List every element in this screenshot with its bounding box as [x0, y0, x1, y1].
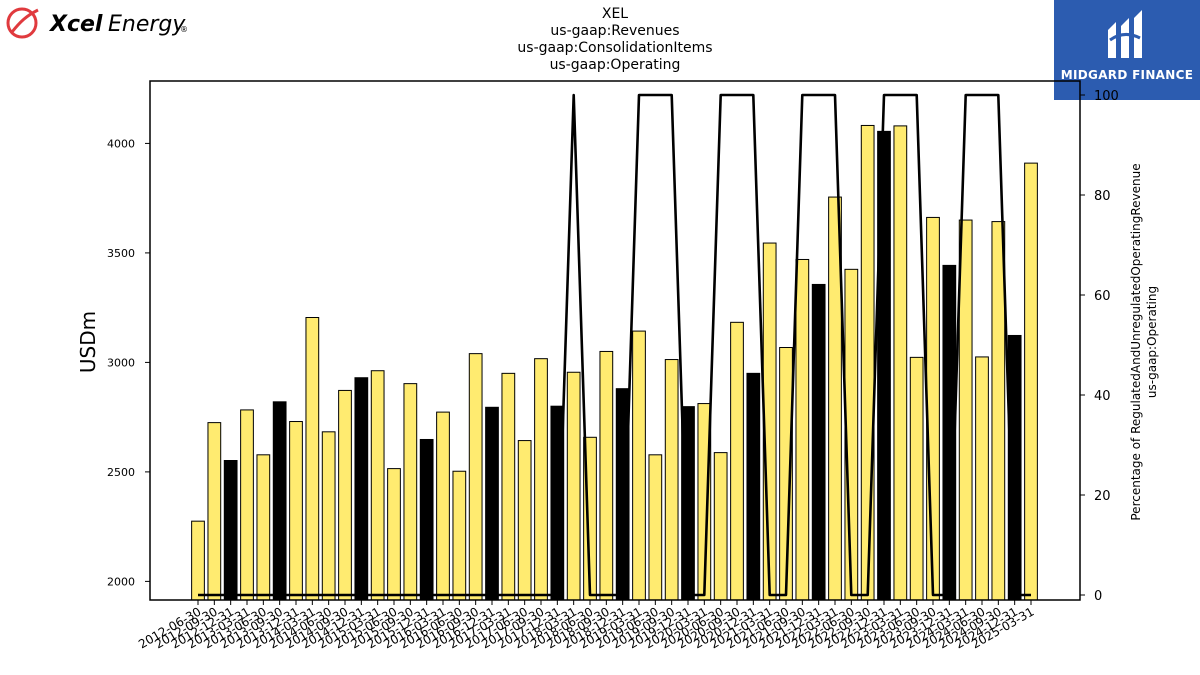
bar-2019-06-30 [648, 454, 663, 601]
bar-2014-03-31 [305, 317, 320, 601]
bar-2018-03-31 [566, 371, 581, 601]
bar-2017-06-30 [517, 440, 532, 601]
chart-title-line-1: XEL [601, 6, 629, 22]
bar-2015-06-30 [387, 468, 401, 601]
bar-2012-06-30 [191, 520, 205, 601]
y2-tick-label-0: 0 [1094, 589, 1102, 604]
bar-2017-09-30 [534, 358, 548, 601]
bar-2013-03-31 [240, 409, 254, 601]
y-axis-left: 2000 2500 3000 3500 4000 [107, 137, 150, 588]
bar-2024-09-30 [991, 221, 1006, 601]
xcel-swirl-stroke [10, 8, 39, 33]
midgard-bar-right [1134, 10, 1142, 58]
bar-2017-03-31 [501, 372, 516, 601]
chart-title-line-2: us-gaap:Revenues [550, 23, 680, 39]
bar-2024-06-30 [975, 356, 989, 601]
y2-tick-label-40: 40 [1094, 389, 1111, 404]
bar-2023-03-31 [893, 125, 908, 601]
bar-2016-03-31 [436, 411, 450, 601]
chart-title-line-3: us-gaap:ConsolidationItems [517, 40, 713, 56]
bar-2019-03-31 [632, 330, 646, 601]
y-axis-right: 0 20 40 60 80 100 [1080, 89, 1119, 604]
xcel-energy-logo: Xcel Energy ® [4, 4, 194, 42]
bar-2015-12-31 [419, 438, 434, 601]
bar-2021-09-30 [795, 258, 810, 601]
xcel-logo-mark: Xcel Energy ® [6, 7, 188, 39]
bar-2014-06-30 [321, 431, 336, 601]
y-tick-label-3000: 3000 [107, 356, 135, 369]
midgard-bar-mid [1121, 18, 1129, 58]
bar-2015-09-30 [403, 383, 418, 601]
bar-2018-09-30 [599, 350, 614, 601]
y-tick-label-2500: 2500 [107, 466, 135, 479]
bar-2013-09-30 [272, 401, 287, 601]
bar-2021-12-31 [811, 283, 826, 601]
bar-2015-03-31 [370, 370, 385, 601]
midgard-finance-logo: MIDGARD FINANCE [1054, 0, 1200, 100]
y2-tick-label-80: 80 [1094, 189, 1111, 204]
bar-2012-12-31 [223, 460, 238, 601]
bar-2022-09-30 [860, 124, 875, 601]
y-tick-label-3500: 3500 [107, 247, 135, 260]
xcel-trademark: ® [180, 25, 188, 34]
y2-axis-label-line-2: us-gaap:Operating [1145, 286, 1159, 398]
midgard-swoosh [1109, 33, 1141, 42]
bar-2020-09-30 [730, 321, 744, 601]
y2-tick-label-100: 100 [1094, 89, 1119, 104]
bar-2020-12-31 [746, 372, 761, 601]
midgard-brand-text: MIDGARD FINANCE [1060, 68, 1194, 82]
percentage-line [198, 93, 1031, 597]
bar-2013-06-30 [256, 454, 271, 601]
percentage-line-layer [198, 93, 1031, 597]
bar-2014-12-31 [354, 377, 369, 601]
midgard-logo-mark [1108, 10, 1142, 58]
bar-2014-09-30 [338, 389, 352, 601]
plot-frame [149, 80, 1081, 601]
y-tick-label-4000: 4000 [107, 137, 135, 150]
y-axis-label: USDm [76, 311, 100, 373]
bar-2016-06-30 [452, 470, 467, 601]
bar-series [191, 124, 1038, 601]
y2-tick-label-20: 20 [1094, 489, 1111, 504]
bar-2016-09-30 [468, 353, 483, 601]
chart-title-line-4: us-gaap:Operating [549, 57, 681, 73]
bar-2012-09-30 [207, 422, 222, 601]
xcel-brand-bold: Xcel [48, 12, 103, 37]
xcel-swirl-icon [6, 7, 38, 39]
y2-axis-label-line-1: Percentage of RegulatedAndUnregulatedOpe… [1129, 163, 1143, 520]
y2-tick-label-60: 60 [1094, 289, 1111, 304]
bar-2016-12-31 [485, 406, 499, 601]
bar-2019-09-30 [664, 359, 679, 601]
bar-2023-09-30 [926, 216, 940, 601]
bar-2025-03-31 [1024, 162, 1038, 601]
x-axis: 2012-06-302012-09-302012-12-312013-03-31… [136, 600, 1037, 651]
bar-2013-12-31 [289, 421, 303, 601]
bar-2020-06-30 [713, 452, 728, 601]
bar-2024-03-31 [958, 219, 973, 601]
xcel-brand-light: Energy [108, 12, 186, 37]
y-tick-label-2000: 2000 [107, 575, 135, 588]
bar-2023-06-30 [909, 356, 924, 601]
